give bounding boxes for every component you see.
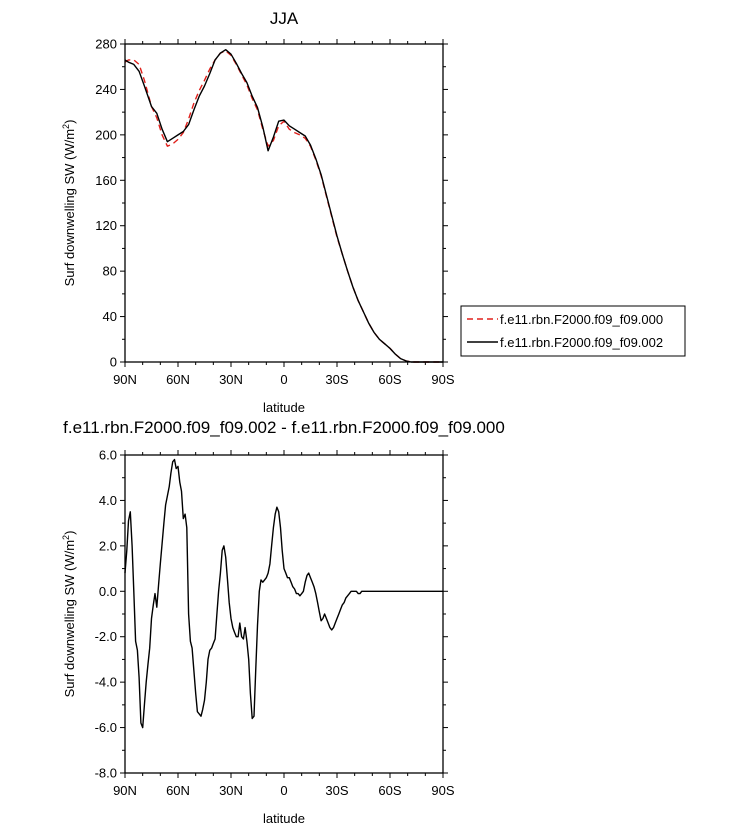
y-tick-label: 80 [103,264,117,279]
tick-labels: 90N 60N 30N 0 30S 60S 90S -8.0 -6.0 -4.0 -2.0 0.0 2.… [95,448,455,799]
y-tick-label: 280 [95,37,117,52]
y-tick-label: 4.0 [99,493,117,508]
series-lines [124,458,443,729]
x-tick-label: 60N [166,372,190,387]
x-tick-label: 90S [431,372,454,387]
x-tick-label: 90N [113,372,137,387]
y-tick-label: 160 [95,173,117,188]
y-tick-label: -8.0 [95,766,117,781]
chart-title: JJA [270,9,299,28]
x-tick-label: 30S [325,783,348,798]
x-tick-label: 30N [219,372,243,387]
difference-panel: f.e11.rbn.F2000.f09_f09.002 - f.e11.rbn.… [61,418,505,826]
y-tick-label: 200 [95,127,117,142]
y-tick-label: 0.0 [99,584,117,599]
y-tick-label: 120 [95,218,117,233]
x-tick-label: 0 [280,372,287,387]
y-tick-label: 240 [95,82,117,97]
plot-frame [124,454,444,774]
x-tick-label: 60S [378,372,401,387]
tick-marks [120,450,448,778]
y-tick-label: 0 [110,355,117,370]
x-axis-label: latitude [263,811,305,826]
x-tick-label: 90S [431,783,454,798]
x-tick-label: 30N [219,783,243,798]
x-tick-label: 0 [280,783,287,798]
plot-frame [124,43,444,363]
tick-marks [120,39,448,367]
series-lines [124,49,443,363]
x-tick-label: 60S [378,783,401,798]
y-tick-label: 6.0 [99,448,117,463]
y-tick-label: -6.0 [95,720,117,735]
series-line-0 [124,458,443,729]
y-tick-label: 2.0 [99,538,117,553]
y-tick-label: -4.0 [95,675,117,690]
y-tick-label: -2.0 [95,629,117,644]
legend: f.e11.rbn.F2000.f09_f09.000 f.e11.rbn.F2… [460,305,686,357]
series-line-0 [124,50,443,363]
legend-label-series-002: f.e11.rbn.F2000.f09_f09.002 [500,335,663,350]
y-tick-label: 40 [103,309,117,324]
tick-labels: 90N 60N 30N 0 30S 60S 90S 0 40 80 120 160 200 240 280 [95,37,455,388]
x-tick-label: 30S [325,372,348,387]
y-axis-label: Surf downwelling SW (W/m2) [61,531,77,698]
x-axis-label: latitude [263,400,305,415]
y-axis-label: Surf downwelling SW (W/m2) [61,120,77,287]
series-line-1 [124,49,443,363]
x-tick-label: 60N [166,783,190,798]
legend-label-series-000: f.e11.rbn.F2000.f09_f09.000 [500,312,663,327]
legend-box [460,305,686,357]
chart-title: f.e11.rbn.F2000.f09_f09.002 - f.e11.rbn.… [63,418,505,437]
mean-sw-panel: JJA 90N 60N 30N 0 30S 60S 90S 0 40 80 120 160 200 240… [61,9,455,415]
x-tick-label: 90N [113,783,137,798]
